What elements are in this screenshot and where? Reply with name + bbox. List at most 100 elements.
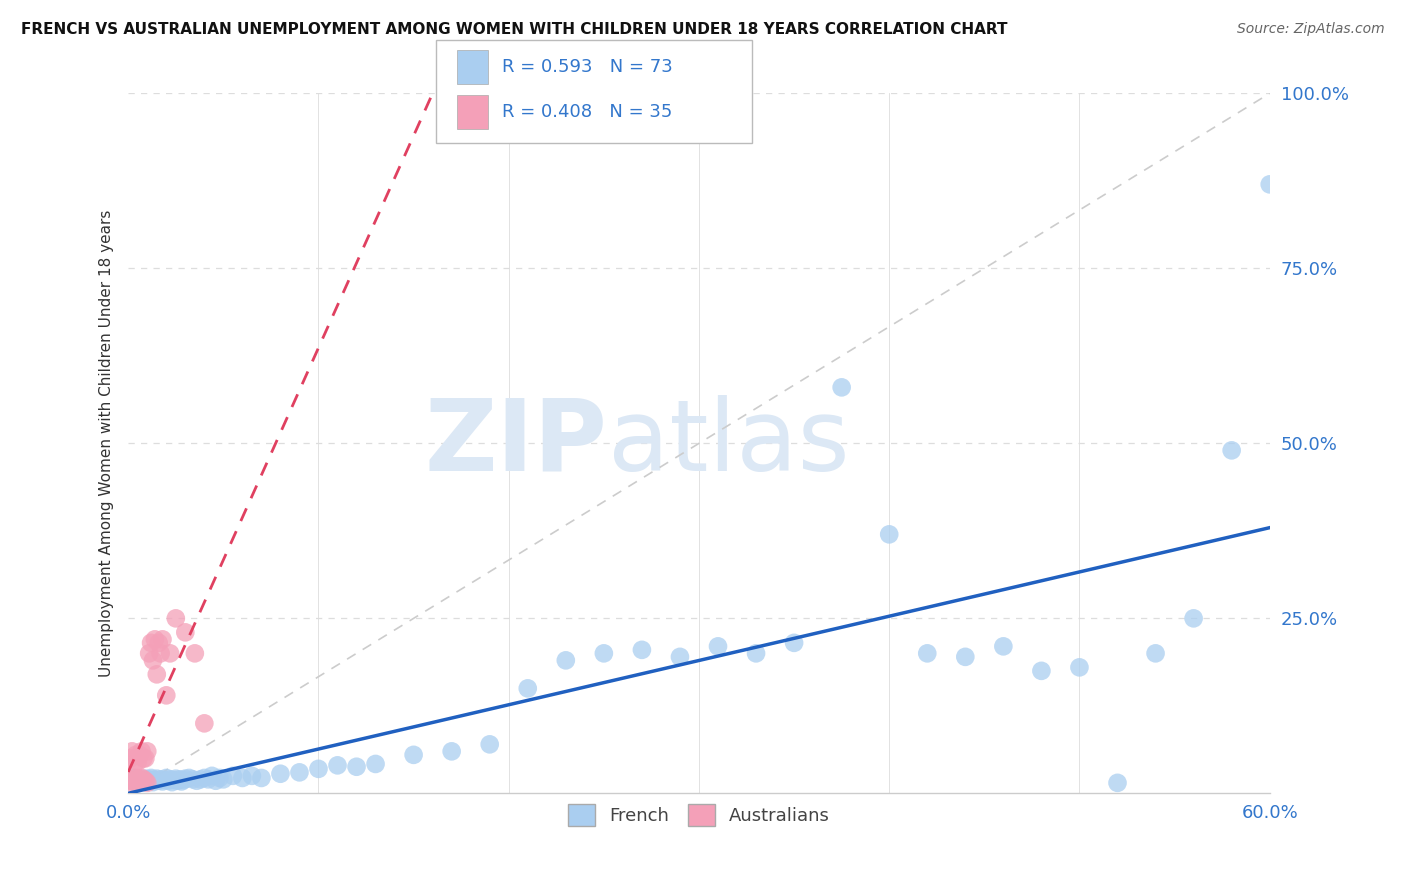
Point <box>288 765 311 780</box>
Point <box>179 771 201 785</box>
Point <box>166 773 188 788</box>
Text: FRENCH VS AUSTRALIAN UNEMPLOYMENT AMONG WOMEN WITH CHILDREN UNDER 18 YEARS CORRE: FRENCH VS AUSTRALIAN UNEMPLOYMENT AMONG … <box>21 22 1008 37</box>
Point <box>149 646 172 660</box>
Text: ZIP: ZIP <box>425 395 607 491</box>
Point <box>128 773 150 788</box>
Point <box>159 646 181 660</box>
Point <box>136 744 159 758</box>
Point <box>440 744 463 758</box>
Point <box>132 772 155 787</box>
Point <box>125 747 148 762</box>
Point <box>172 772 194 787</box>
Point <box>127 772 149 787</box>
Point <box>364 756 387 771</box>
Point <box>631 643 654 657</box>
Point <box>783 636 806 650</box>
Point <box>204 773 226 788</box>
Point <box>165 772 187 786</box>
Point <box>1069 660 1091 674</box>
Point <box>402 747 425 762</box>
Point <box>955 649 977 664</box>
Point <box>146 772 169 786</box>
Point <box>152 774 174 789</box>
Point <box>148 773 170 788</box>
Point <box>125 771 148 785</box>
Point <box>132 772 155 787</box>
Point <box>1031 664 1053 678</box>
Point <box>127 773 149 788</box>
Point <box>138 772 160 787</box>
Point <box>1182 611 1205 625</box>
Point <box>707 640 730 654</box>
Point <box>193 771 215 785</box>
Point <box>149 772 172 787</box>
Point <box>554 653 576 667</box>
Point <box>159 772 181 787</box>
Point <box>993 640 1015 654</box>
Point <box>121 773 143 788</box>
Point <box>127 755 149 769</box>
Point <box>155 689 177 703</box>
Point <box>1258 178 1281 192</box>
Point <box>186 773 208 788</box>
Point <box>148 636 170 650</box>
Point <box>1144 646 1167 660</box>
Point <box>136 773 159 788</box>
Point <box>142 653 165 667</box>
Point <box>240 769 263 783</box>
Point <box>131 744 153 758</box>
Point <box>125 776 148 790</box>
Point <box>170 774 193 789</box>
Point <box>143 632 166 647</box>
Point <box>138 646 160 660</box>
Point <box>201 769 224 783</box>
Point <box>155 771 177 785</box>
Point <box>120 773 142 788</box>
Text: atlas: atlas <box>607 395 849 491</box>
Point <box>131 774 153 789</box>
Point <box>120 772 142 787</box>
Point <box>592 646 614 660</box>
Point <box>181 772 204 787</box>
Point <box>121 744 143 758</box>
Point <box>134 773 156 788</box>
Point <box>139 771 162 785</box>
Point <box>153 772 176 787</box>
Point <box>122 773 145 788</box>
Text: Source: ZipAtlas.com: Source: ZipAtlas.com <box>1237 22 1385 37</box>
Point <box>122 771 145 785</box>
Point <box>160 775 183 789</box>
Text: R = 0.593   N = 73: R = 0.593 N = 73 <box>502 58 672 76</box>
Point <box>184 646 207 660</box>
Point <box>117 772 139 787</box>
Point <box>478 737 501 751</box>
Point <box>157 773 180 788</box>
Point <box>174 625 197 640</box>
Point <box>134 772 156 786</box>
Point <box>250 771 273 785</box>
Point <box>877 527 900 541</box>
Y-axis label: Unemployment Among Women with Children Under 18 years: Unemployment Among Women with Children U… <box>100 210 114 677</box>
Point <box>134 751 156 765</box>
Point <box>222 769 245 783</box>
Point <box>831 380 853 394</box>
Point <box>142 775 165 789</box>
Text: R = 0.408   N = 35: R = 0.408 N = 35 <box>502 103 672 121</box>
Point <box>346 760 368 774</box>
Point <box>308 762 330 776</box>
Point <box>190 772 212 787</box>
Point <box>165 611 187 625</box>
Point <box>269 766 291 780</box>
Point <box>1220 443 1243 458</box>
Point <box>326 758 349 772</box>
Point <box>136 776 159 790</box>
Point <box>143 772 166 787</box>
Point <box>152 632 174 647</box>
Point <box>163 772 186 787</box>
Point <box>917 646 939 660</box>
Point <box>122 758 145 772</box>
Point <box>212 772 235 787</box>
Point <box>193 716 215 731</box>
Point <box>208 771 231 785</box>
Point <box>174 772 197 786</box>
